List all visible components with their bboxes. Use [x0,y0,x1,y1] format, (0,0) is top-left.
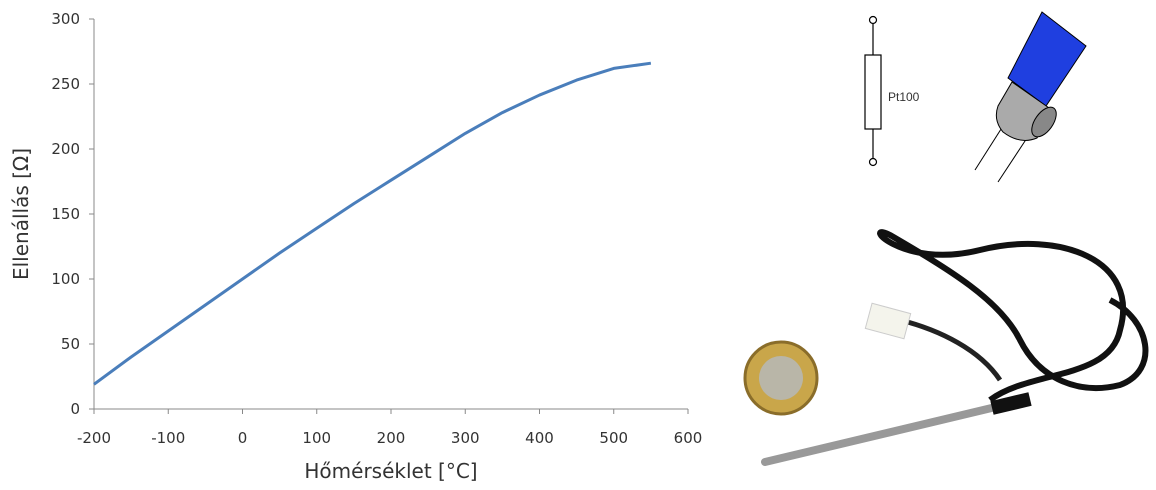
x-tick-label: -100 [151,429,185,447]
x-tick-label: 600 [674,429,703,447]
y-tick-label: 300 [51,10,80,28]
plot: 0 50 100 150 200 250 300 -200 -100 0 100 200 300 400 5… [51,10,702,447]
sensor-photo [745,232,1145,462]
x-axis-label: Hőmérséklet [°C] [304,459,477,483]
x-tick-label: 400 [525,429,554,447]
x-tick-label: 100 [302,429,331,447]
x-tick-label: -200 [77,429,111,447]
data-line [94,63,651,384]
x-tick-label: 300 [451,429,480,447]
page: Hőmérséklet [°C] Ellenállás [Ω] 0 50 100 15… [0,0,1156,490]
y-tick-label: 200 [51,140,80,158]
resistor-label: Pt100 [888,90,920,104]
y-tick-label: 150 [51,205,80,223]
y-axis-label: Ellenállás [Ω] [9,148,33,280]
x-tick-label: 0 [238,429,248,447]
x-tick-label: 200 [377,429,406,447]
sensor-drawing [975,12,1086,182]
y-tick-label: 250 [51,75,80,93]
y-tick-label: 100 [51,270,80,288]
y-tick-label: 0 [70,400,80,418]
x-tick-label: 500 [599,429,628,447]
resistor-symbol [865,17,881,166]
y-tick-label: 50 [61,335,80,353]
